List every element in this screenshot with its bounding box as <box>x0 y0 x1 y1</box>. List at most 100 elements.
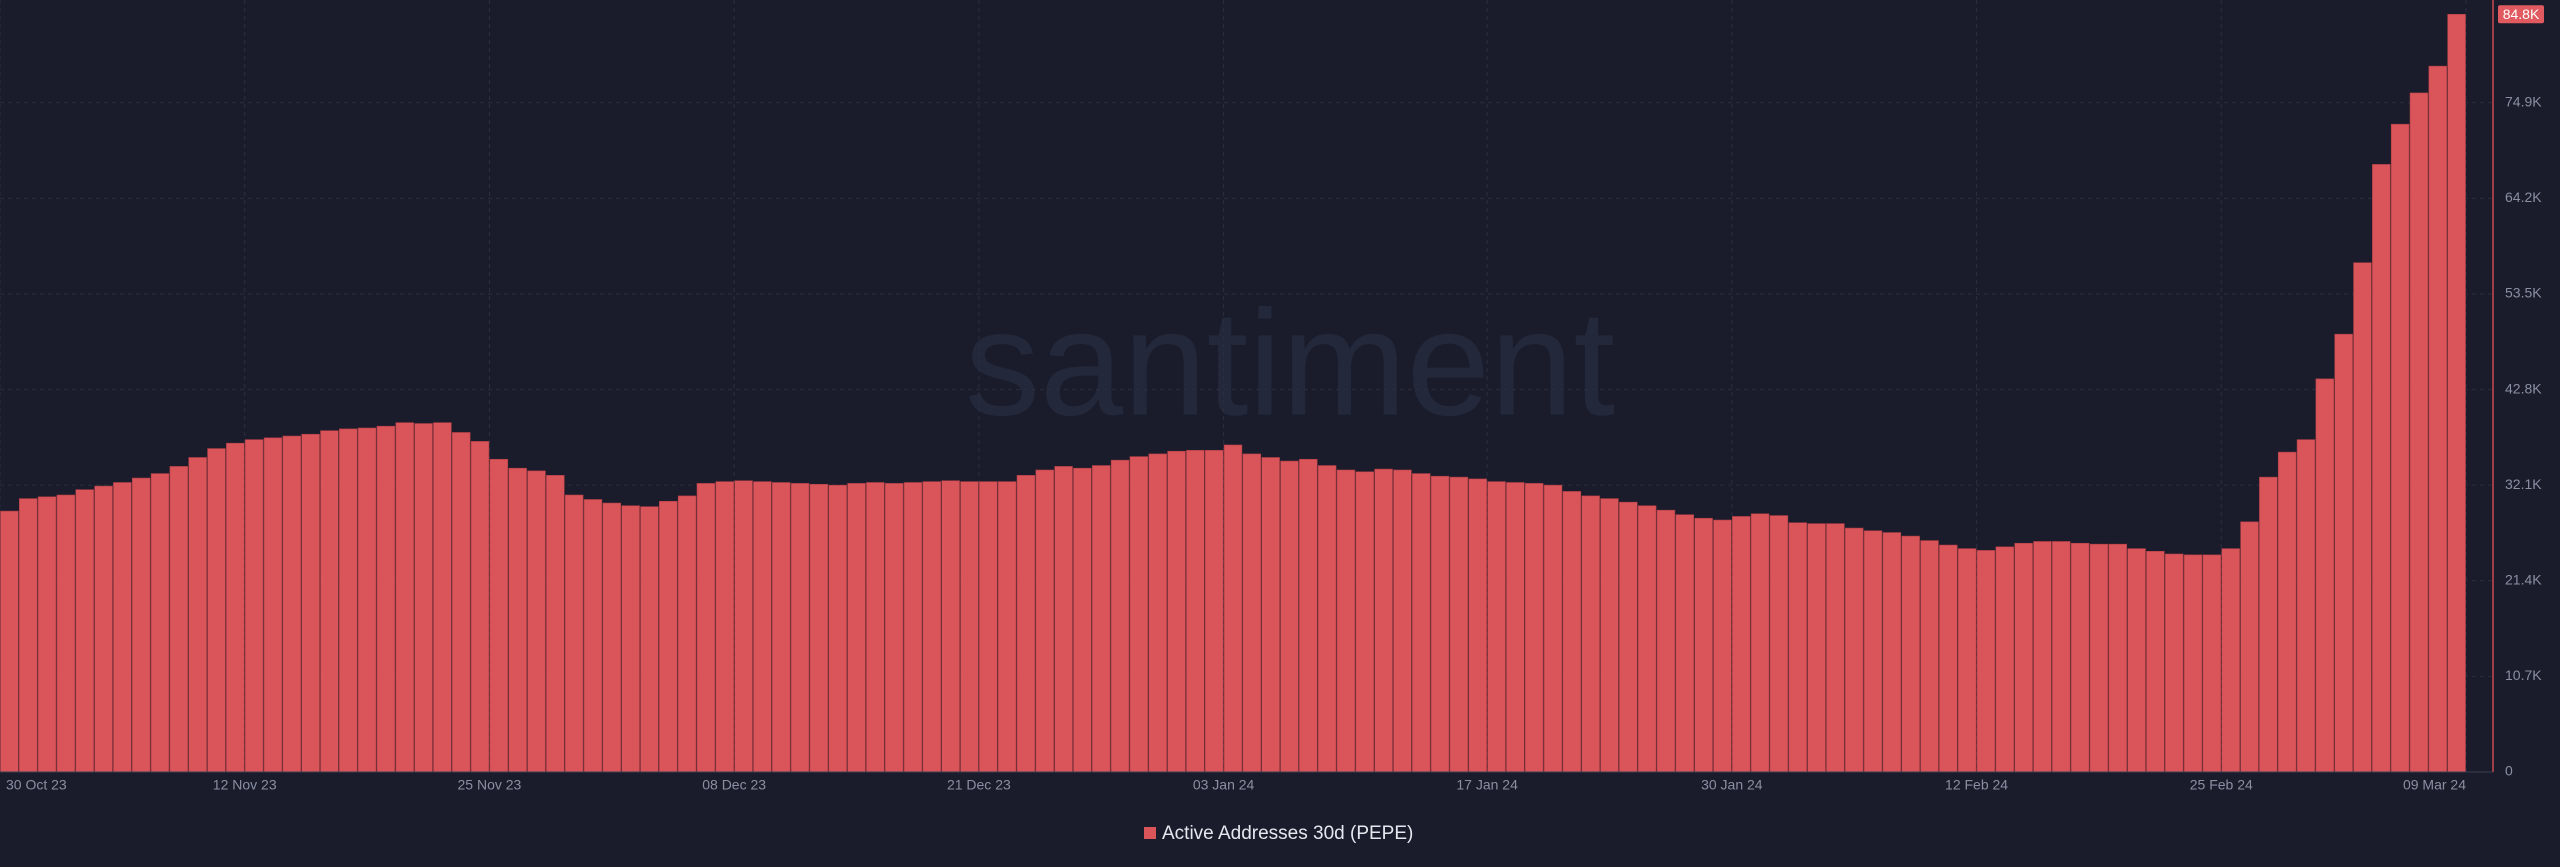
bar <box>1242 453 1262 773</box>
bar <box>395 422 414 773</box>
bar <box>2390 123 2410 773</box>
last-value-box <box>2498 5 2544 24</box>
bar <box>2070 542 2090 773</box>
bar <box>997 481 1017 773</box>
bar <box>1506 482 1525 773</box>
bar <box>339 428 358 773</box>
bar <box>1844 527 1864 773</box>
bar <box>376 425 396 773</box>
bar <box>2296 439 2316 773</box>
bar <box>2127 548 2146 773</box>
bar <box>2165 553 2184 773</box>
bar <box>263 437 283 773</box>
bar <box>715 481 734 773</box>
x-tick-label: 08 Dec 23 <box>702 777 766 793</box>
bar <box>1863 530 1883 773</box>
bar <box>113 482 132 773</box>
bar <box>1280 460 1299 773</box>
bar <box>1223 444 1243 773</box>
bar <box>772 482 791 773</box>
bar <box>1524 483 1544 773</box>
bar <box>583 499 603 773</box>
bar <box>244 439 264 773</box>
bar <box>1374 468 1393 773</box>
bar <box>0 510 19 773</box>
watermark: santiment <box>965 279 1615 447</box>
bar <box>1694 517 1713 773</box>
bar <box>489 458 509 773</box>
bar <box>2409 92 2429 773</box>
bar <box>1449 476 1469 773</box>
bar <box>2315 378 2335 773</box>
bar <box>2277 451 2297 773</box>
legend-swatch <box>1144 827 1156 839</box>
bar <box>1129 456 1149 773</box>
y-tick-label: 74.9K <box>2505 93 2542 109</box>
bar <box>1261 457 1280 773</box>
bar <box>960 481 979 773</box>
bar <box>546 475 565 773</box>
bar <box>414 423 433 773</box>
x-tick-label: 30 Oct 23 <box>6 777 67 793</box>
bar <box>282 435 301 773</box>
bar <box>2033 541 2052 773</box>
bar <box>564 494 584 773</box>
bar <box>2240 521 2259 773</box>
legend-item: Active Addresses 30d (PEPE) <box>1144 823 1413 844</box>
bar <box>1939 544 1958 773</box>
bar <box>753 481 772 773</box>
x-tick-label: 25 Nov 23 <box>458 777 522 793</box>
bar <box>2108 543 2127 773</box>
y-tick-label: 21.4K <box>2505 571 2542 587</box>
bar <box>677 495 697 773</box>
bar <box>922 481 942 773</box>
bar <box>1204 450 1224 773</box>
bar <box>1581 495 1600 773</box>
bar <box>451 432 471 773</box>
y-tick-label: 42.8K <box>2505 380 2542 396</box>
bar <box>188 457 207 773</box>
bar <box>979 481 998 773</box>
bar <box>903 482 923 773</box>
bar <box>1110 459 1130 773</box>
bar <box>1092 465 1111 773</box>
bar <box>1430 475 1450 773</box>
bar <box>433 422 452 773</box>
bar <box>1826 523 1845 773</box>
bar <box>320 430 339 773</box>
bar <box>508 467 527 773</box>
x-tick-label: 12 Nov 23 <box>213 777 277 793</box>
bar <box>226 442 245 773</box>
y-tick-label: 10.7K <box>2505 667 2542 683</box>
bar <box>1167 450 1186 773</box>
bar <box>56 494 76 773</box>
x-tick-label: 25 Feb 24 <box>2190 777 2253 793</box>
bar <box>2221 548 2240 773</box>
bar <box>1412 473 1431 773</box>
bar <box>1807 523 1826 773</box>
bar <box>2183 554 2203 773</box>
bar <box>866 482 885 773</box>
bar <box>2428 65 2447 773</box>
bar <box>1355 471 1374 773</box>
bar <box>1976 550 1996 773</box>
bar <box>1713 519 1732 773</box>
x-tick-label: 03 Jan 24 <box>1193 777 1255 793</box>
bar <box>621 505 640 773</box>
x-tick-label: 30 Jan 24 <box>1701 777 1763 793</box>
bar <box>1336 469 1356 773</box>
y-tick-label: 64.2K <box>2505 189 2542 205</box>
bar <box>37 496 57 773</box>
bar <box>1788 522 1807 773</box>
bar <box>1487 481 1506 773</box>
bar <box>357 427 377 773</box>
bar <box>1656 509 1676 773</box>
bar <box>1543 484 1563 773</box>
bar <box>1957 548 1977 773</box>
legend-label: Active Addresses 30d (PEPE) <box>1162 823 1413 844</box>
bar <box>1600 498 1619 773</box>
bar <box>659 500 678 773</box>
bar <box>2146 551 2165 773</box>
bar <box>2052 541 2071 773</box>
